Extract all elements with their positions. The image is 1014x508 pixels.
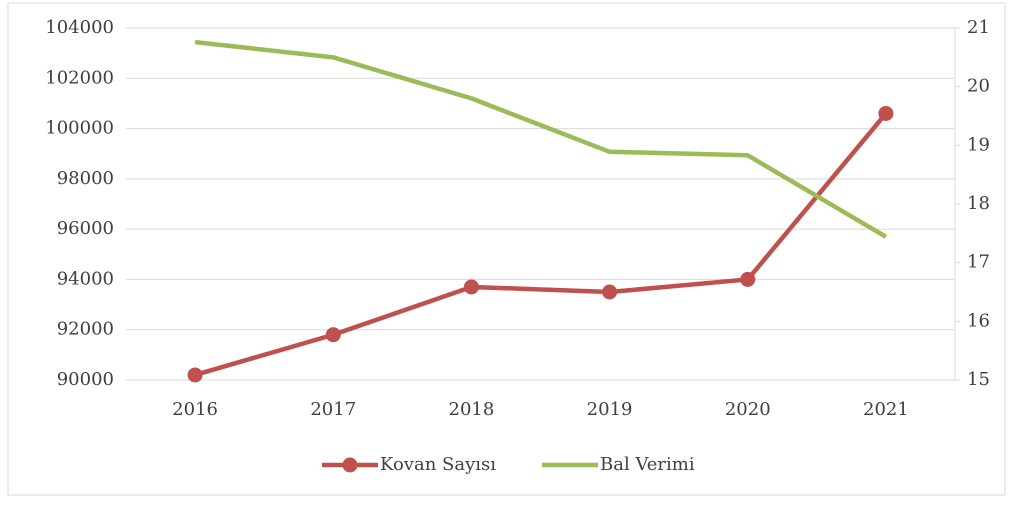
y2-tick-label: 16 <box>967 310 990 331</box>
point <box>740 271 756 287</box>
legend-label: Bal Verimi <box>600 454 695 475</box>
x-tick-label: 2019 <box>587 399 633 420</box>
y2-tick-label: 19 <box>967 134 990 155</box>
y-tick-label: 102000 <box>45 67 114 88</box>
y-tick-label: 104000 <box>45 17 114 38</box>
y2-tick-label: 15 <box>967 369 990 390</box>
point <box>463 279 479 295</box>
point <box>325 327 341 343</box>
series-line <box>194 39 888 239</box>
x-tick-label: 2018 <box>449 399 495 420</box>
y-tick-label: 96000 <box>57 218 114 239</box>
series-line <box>194 112 888 378</box>
y-tick-label: 90000 <box>57 369 114 390</box>
y2-tick-label: 18 <box>967 193 990 214</box>
point <box>602 284 618 300</box>
x-tick-label: 2021 <box>863 399 909 420</box>
chart-frame <box>7 2 1006 496</box>
point <box>187 367 203 383</box>
x-tick-label: 2016 <box>172 399 218 420</box>
y-tick-label: 92000 <box>57 319 114 340</box>
legend-label: Kovan Sayısı <box>380 454 496 475</box>
y2-tick-label: 17 <box>967 252 990 273</box>
y2-tick-label: 20 <box>967 76 990 97</box>
y-tick-label: 94000 <box>57 268 114 289</box>
y-tick-label: 98000 <box>57 168 114 189</box>
y2-tick-label: 21 <box>967 17 990 38</box>
y-tick-label: 100000 <box>45 118 114 139</box>
point <box>878 105 894 121</box>
x-tick-label: 2017 <box>310 399 356 420</box>
legend-marker <box>342 457 358 473</box>
x-tick-label: 2020 <box>725 399 771 420</box>
